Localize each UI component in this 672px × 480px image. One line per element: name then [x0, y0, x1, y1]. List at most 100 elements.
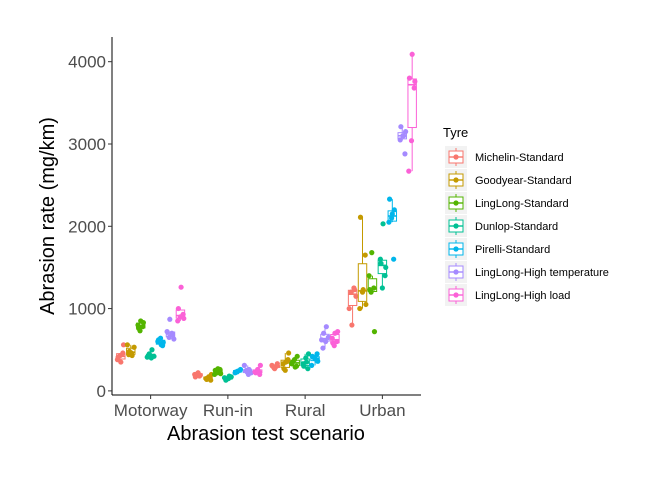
- legend-key-point: [453, 154, 459, 160]
- data-point: [367, 287, 373, 293]
- data-point: [147, 352, 153, 359]
- data-point: [349, 322, 355, 328]
- data-point: [409, 51, 415, 57]
- data-point: [281, 366, 287, 372]
- data-point: [303, 359, 310, 365]
- data-point: [164, 329, 170, 335]
- data-point: [400, 133, 407, 139]
- legend-item: LingLong-High load: [445, 284, 570, 306]
- data-point: [357, 214, 364, 220]
- data-point: [406, 168, 412, 174]
- data-point: [362, 252, 368, 258]
- x-tick-label: Urban: [359, 401, 405, 420]
- data-point: [303, 355, 309, 361]
- data-point: [140, 324, 146, 330]
- data-point: [329, 335, 335, 341]
- data-point: [402, 151, 408, 157]
- data-point: [403, 129, 409, 135]
- y-tick-label: 0: [97, 382, 106, 401]
- data-point: [283, 359, 289, 365]
- data-point: [363, 301, 369, 308]
- data-point: [387, 196, 393, 202]
- legend-label: LingLong-High load: [475, 290, 570, 302]
- data-point: [319, 337, 325, 343]
- legend-label: LingLong-Standard: [475, 198, 569, 210]
- data-point: [255, 368, 261, 374]
- data-point: [334, 338, 340, 345]
- data-point: [292, 364, 298, 370]
- x-tick-label: Run-in: [203, 401, 253, 420]
- legend-key-point: [453, 223, 459, 229]
- legend-item: LingLong-High temperature: [445, 261, 609, 283]
- data-point: [118, 359, 124, 365]
- legend-key-point: [453, 292, 459, 298]
- legend: Tyre Michelin-Standard Goodyear-Standard L…: [443, 125, 609, 306]
- box: [407, 78, 417, 129]
- data-point: [120, 342, 127, 348]
- y-axis-title: Abrasion rate (mg/km): [37, 117, 59, 315]
- series-2: [135, 250, 378, 378]
- data-point: [149, 347, 155, 353]
- x-tick-label: Motorway: [114, 401, 188, 420]
- series-0: [114, 285, 359, 380]
- y-tick-label: 2000: [68, 217, 106, 236]
- x-tick-label: Rural: [285, 401, 326, 420]
- data-point: [379, 285, 385, 291]
- data-point: [131, 344, 137, 350]
- data-point: [167, 316, 173, 322]
- data-point: [115, 354, 121, 360]
- y-tick-label: 4000: [68, 53, 106, 72]
- data-point: [169, 332, 176, 338]
- data-point: [195, 370, 201, 376]
- data-point: [371, 329, 378, 335]
- data-point: [129, 352, 135, 359]
- series-1: [124, 214, 369, 383]
- data-point: [406, 75, 413, 81]
- data-point: [241, 362, 247, 368]
- data-point: [294, 353, 300, 359]
- plot-area: [114, 51, 418, 383]
- series-5: [164, 124, 409, 378]
- y-tick-label: 3000: [68, 135, 106, 154]
- data-point: [181, 315, 187, 322]
- legend-item: Goodyear-Standard: [445, 169, 572, 191]
- data-point: [335, 329, 341, 335]
- data-point: [411, 85, 417, 91]
- x-axis-title: Abrasion test scenario: [167, 423, 365, 445]
- data-point: [218, 371, 224, 377]
- data-point: [237, 366, 244, 373]
- legend-title: Tyre: [443, 125, 468, 140]
- legend-label: Goodyear-Standard: [475, 175, 572, 187]
- legend-label: Pirelli-Standard: [475, 244, 550, 256]
- data-point: [244, 369, 250, 375]
- legend-item: Dunlop-Standard: [445, 215, 558, 237]
- data-point: [391, 256, 397, 262]
- data-point: [330, 340, 336, 346]
- data-point: [289, 359, 296, 365]
- series-4: [155, 196, 398, 376]
- data-point: [398, 124, 404, 130]
- data-point: [151, 353, 157, 359]
- data-point: [206, 375, 212, 381]
- data-point: [323, 324, 329, 330]
- data-point: [126, 348, 133, 354]
- data-point: [391, 207, 397, 213]
- data-point: [383, 264, 389, 271]
- legend-key-point: [453, 177, 459, 183]
- data-point: [233, 369, 239, 375]
- data-point: [323, 338, 329, 345]
- data-point: [389, 211, 395, 217]
- data-point: [353, 293, 359, 299]
- series-6: [175, 51, 418, 378]
- data-point: [178, 284, 184, 290]
- data-point: [175, 318, 181, 324]
- data-point: [171, 336, 177, 342]
- series-3: [144, 221, 389, 383]
- data-point: [377, 256, 383, 262]
- data-point: [136, 325, 142, 331]
- data-point: [226, 373, 232, 379]
- data-point: [369, 250, 375, 256]
- data-point: [309, 362, 315, 368]
- data-point: [352, 287, 358, 293]
- axes: [111, 37, 421, 396]
